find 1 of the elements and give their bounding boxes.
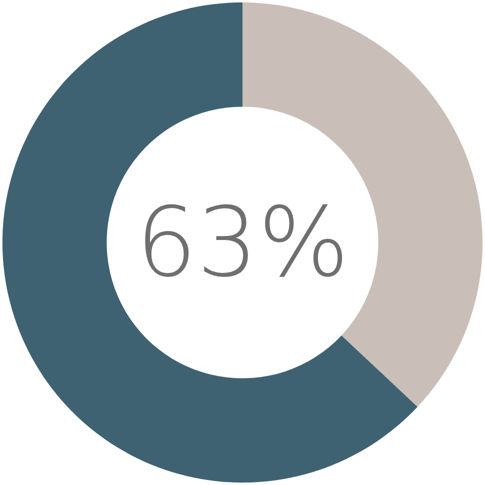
text: 63% xyxy=(136,186,350,298)
